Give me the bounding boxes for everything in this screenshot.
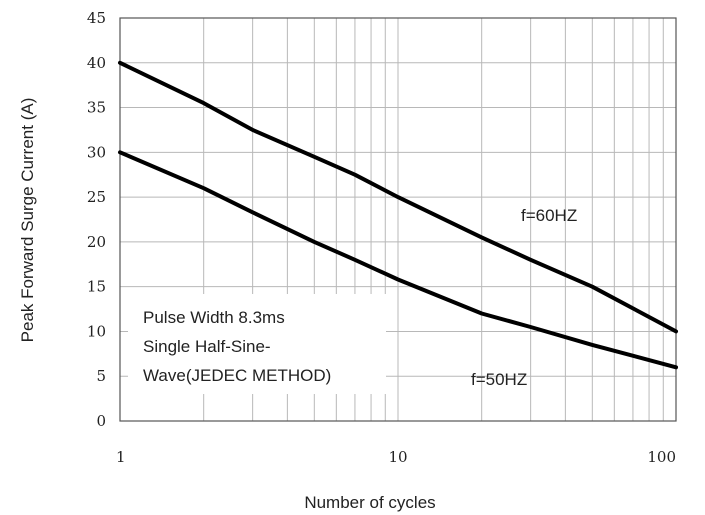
series-lines	[118, 60, 678, 370]
y-tick-label: 40	[87, 54, 106, 72]
plot-frame	[119, 17, 677, 422]
y-tick-label: 45	[87, 9, 106, 27]
x-tick-label: 10	[388, 448, 407, 466]
y-tick-label: 30	[87, 143, 106, 161]
x-axis-label: Number of cycles	[304, 493, 435, 512]
series-line-1	[118, 150, 678, 370]
annotation-line-2: Single Half-Sine-	[143, 337, 271, 356]
series-line-0	[118, 60, 678, 334]
y-tick-labels: 0 5 10 15 20 25 30 35 40 45	[87, 9, 106, 430]
x-tick-labels: 1 10 100	[116, 448, 676, 466]
series-label-60hz: f=60HZ	[521, 206, 577, 225]
y-tick-label: 20	[87, 233, 106, 251]
y-axis-label: Peak Forward Surge Current (A)	[18, 98, 37, 343]
y-tick-label: 15	[87, 278, 106, 296]
y-tick-label: 0	[96, 412, 106, 430]
y-tick-label: 5	[96, 367, 106, 385]
annotation-line-3: Wave(JEDEC METHOD)	[143, 366, 331, 385]
y-tick-label: 25	[87, 188, 106, 206]
annotation-line-1: Pulse Width 8.3ms	[143, 308, 285, 327]
series-label-50hz: f=50HZ	[471, 370, 527, 389]
annotation-box	[128, 294, 386, 394]
x-tick-label: 100	[647, 448, 676, 466]
y-tick-label: 10	[87, 322, 106, 340]
x-tick-label: 1	[116, 448, 126, 466]
y-tick-label: 35	[87, 99, 106, 117]
